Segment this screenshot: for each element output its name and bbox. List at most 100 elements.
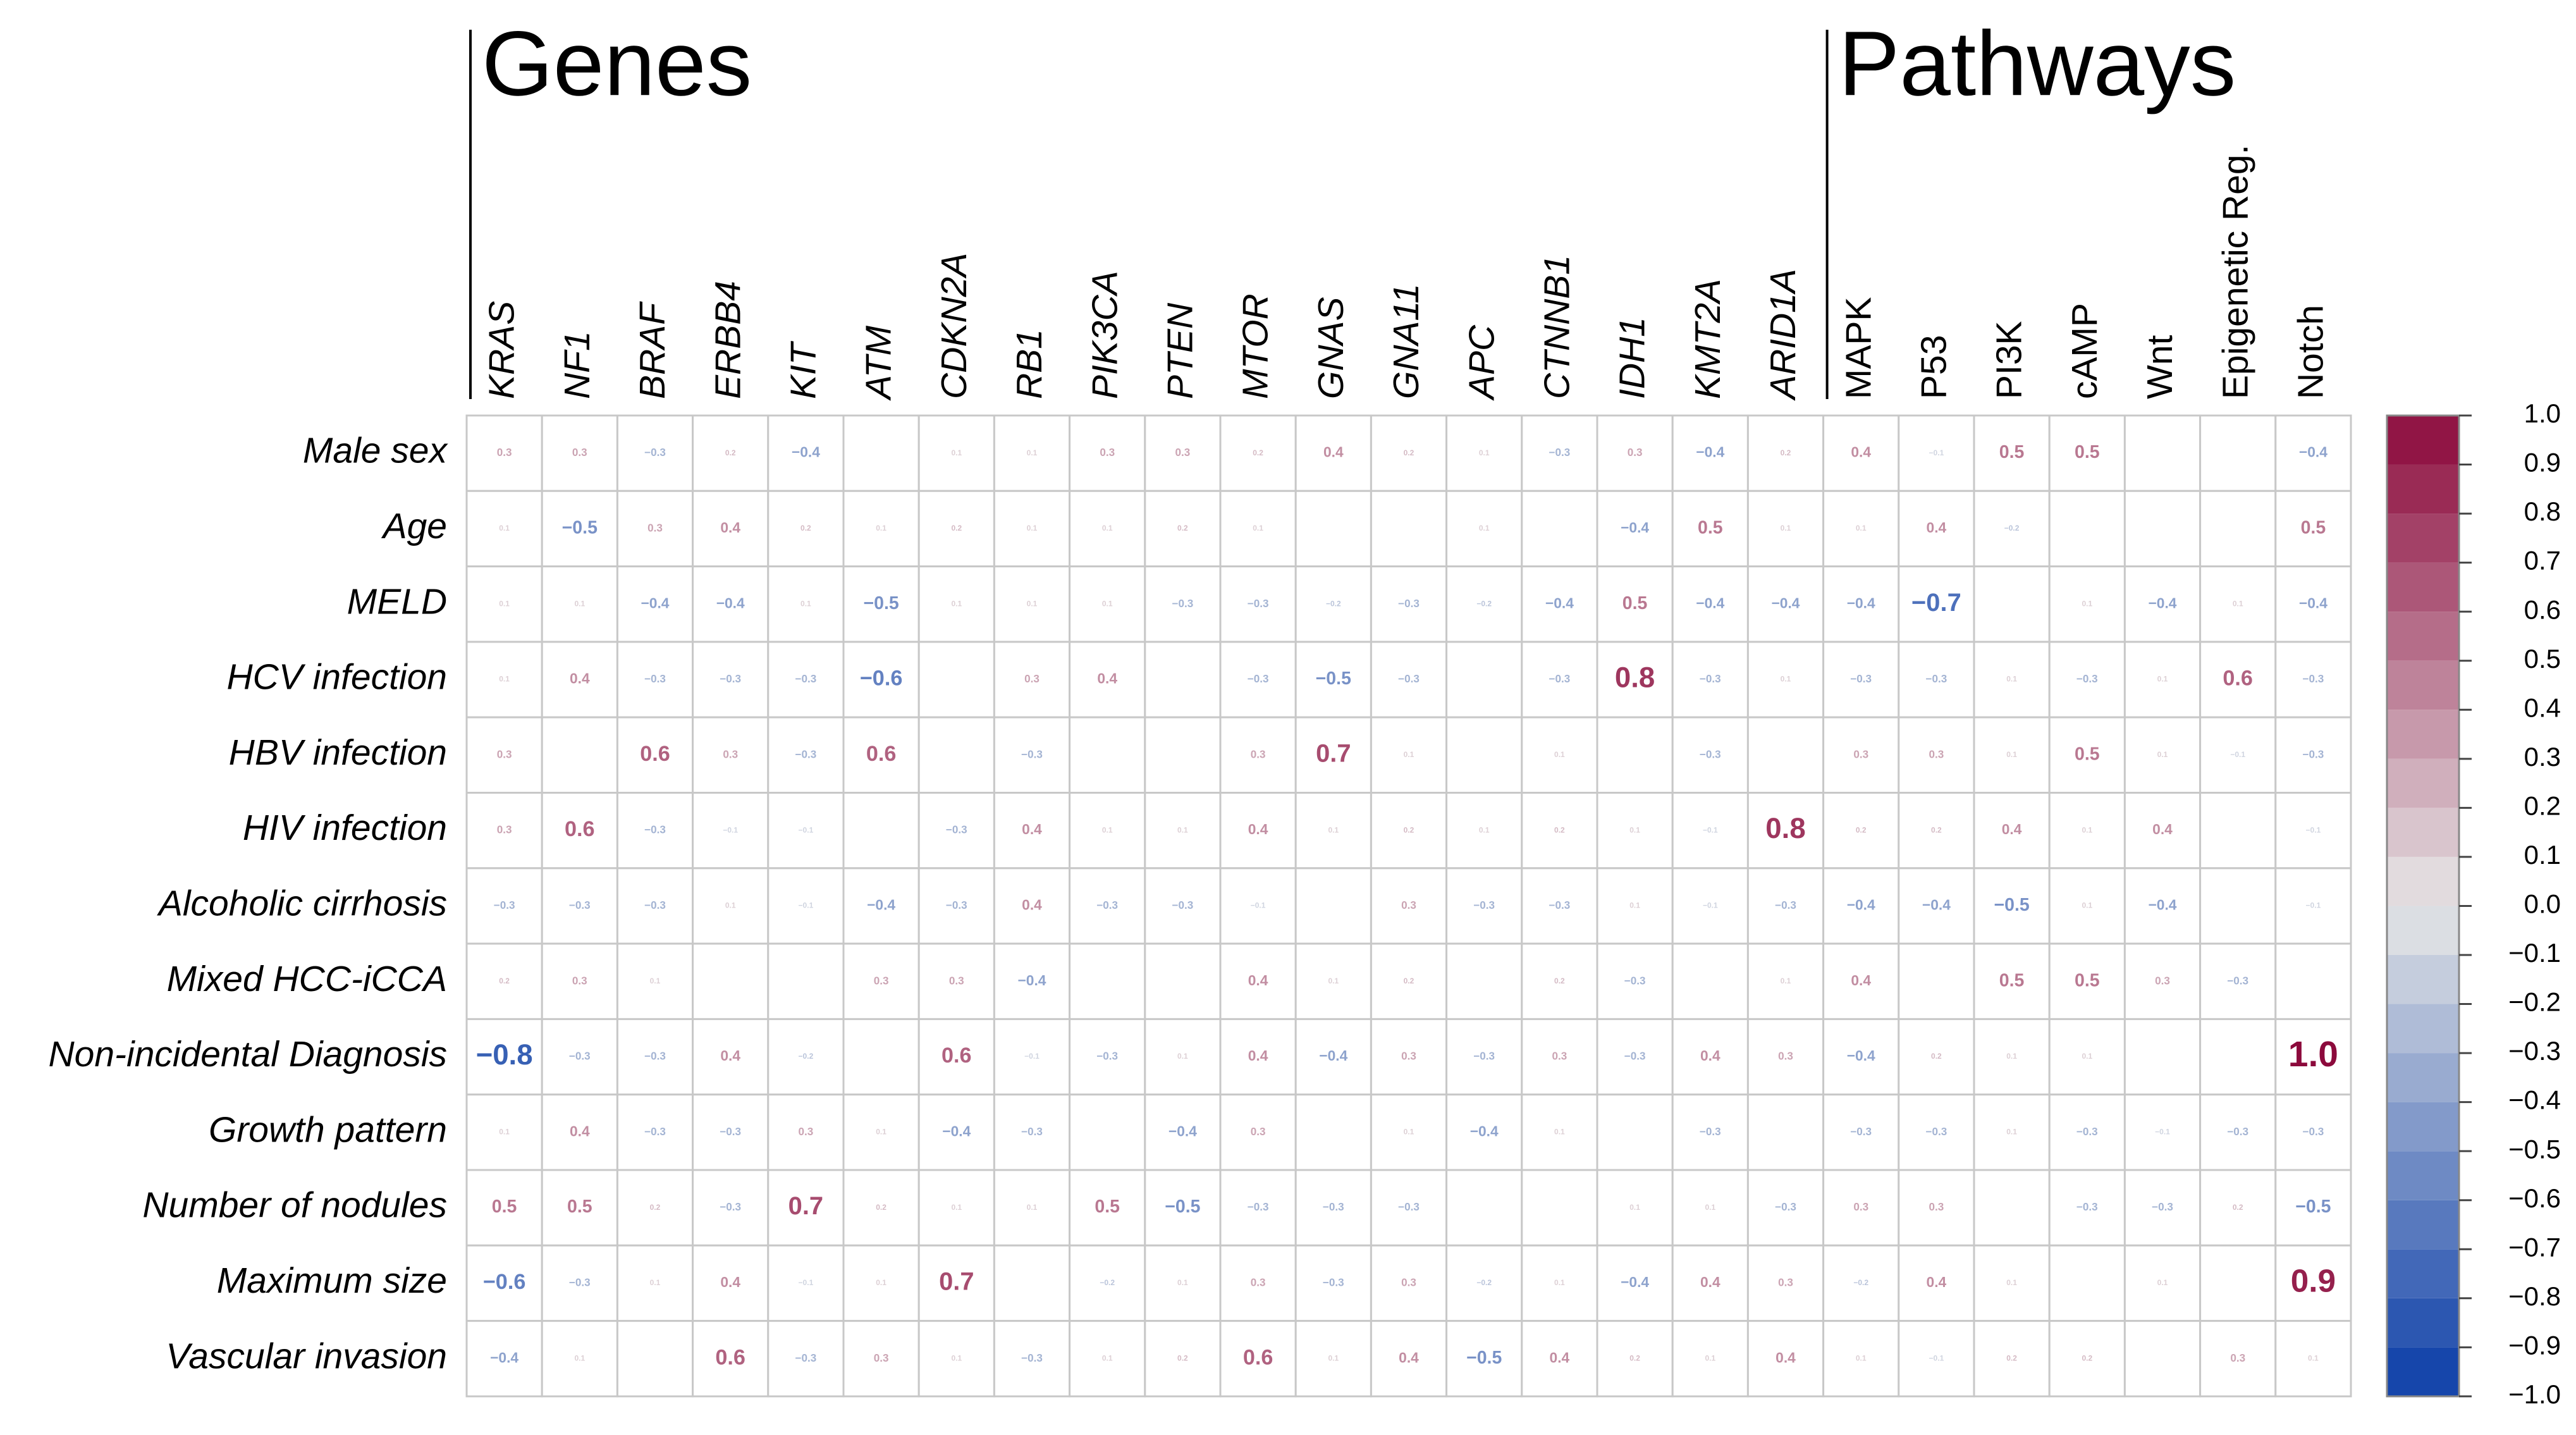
cell-value: −0.3 (1700, 748, 1721, 760)
cell-value: 0.4 (1776, 1349, 1796, 1365)
colorbar-block (2387, 1053, 2459, 1102)
cell-value: −0.1 (1929, 1353, 1944, 1362)
cell-value: −0.3 (1323, 1276, 1344, 1288)
cell (993, 1244, 1071, 1322)
cell-value: 0.1 (1102, 1353, 1113, 1362)
cell (541, 716, 618, 794)
cell-value: −0.3 (2227, 975, 2248, 987)
cell (2123, 716, 2202, 794)
cell (917, 565, 995, 643)
cell-value: 0.4 (1399, 1349, 1419, 1365)
cell-value: 0.5 (1698, 517, 1723, 538)
cell-value: −0.3 (1549, 447, 1571, 459)
cell (2123, 1018, 2202, 1096)
cell (1596, 414, 1674, 492)
colorbar-tick-label: 0.2 (2524, 791, 2561, 820)
cell (842, 641, 920, 718)
colorbar-block (2387, 416, 2459, 465)
cell (1898, 641, 1975, 718)
cell-value: −0.3 (2076, 1201, 2098, 1213)
cell (1671, 490, 1749, 568)
cell (1445, 641, 1523, 718)
cell (1294, 867, 1372, 945)
cell (1521, 942, 1598, 1020)
cell (1746, 867, 1825, 945)
cell (1069, 792, 1146, 870)
cell (842, 867, 920, 945)
cell-value: −0.3 (1096, 1050, 1118, 1062)
cell-value: −0.3 (1172, 598, 1194, 610)
cell (2274, 490, 2352, 568)
cell (1746, 1018, 1825, 1096)
cell (917, 414, 995, 492)
cell (692, 641, 770, 718)
cell-value: 0.1 (876, 1278, 886, 1287)
cell (1746, 1244, 1825, 1322)
cell (2123, 867, 2202, 945)
cell (1144, 641, 1222, 718)
cell-value: 0.1 (1177, 1052, 1188, 1061)
cell (1596, 1018, 1674, 1096)
cell-value: 0.3 (1401, 1050, 1416, 1062)
cell-value: −0.4 (792, 444, 820, 460)
cell (1746, 716, 1825, 794)
cell-value: 0.5 (1999, 442, 2025, 462)
cell-value: −0.5 (1994, 895, 2029, 915)
cell (1294, 792, 1372, 870)
cell-value: −0.3 (1850, 673, 1872, 685)
cell-value: 0.2 (1856, 825, 1867, 834)
cell (917, 1093, 995, 1171)
column-label: GNAS (1311, 297, 1351, 399)
cell (2123, 414, 2202, 492)
column-label: KIT (783, 340, 823, 399)
cell-value: 0.4 (1550, 1349, 1570, 1365)
cell (1746, 942, 1825, 1020)
cell-value: 0.5 (2301, 517, 2326, 538)
cell (2123, 792, 2202, 870)
cell-value: 0.6 (2223, 667, 2253, 691)
cell-value: 0.1 (499, 599, 510, 608)
cell-value: −0.5 (1466, 1348, 1502, 1368)
cell (1294, 1093, 1372, 1171)
cell-value: −0.3 (2076, 1126, 2098, 1138)
colorbar-block (2387, 1004, 2459, 1054)
cell (1294, 942, 1372, 1020)
cell-value: 0.2 (2006, 1353, 2017, 1362)
cell (465, 1244, 543, 1322)
cell-value: 0.2 (1554, 976, 1565, 985)
cell (767, 490, 845, 568)
cell-value: −0.5 (562, 517, 598, 538)
cell (1973, 490, 2051, 568)
cell (541, 414, 618, 492)
cell-value: −0.3 (1248, 1201, 1269, 1213)
cell (2274, 1244, 2352, 1322)
cell-value: 0.2 (876, 1203, 886, 1212)
cell-value: 0.2 (1931, 825, 1942, 834)
cell-value: −0.3 (1021, 1352, 1043, 1364)
cell-value: −0.3 (1248, 598, 1269, 610)
cell-value: 0.4 (1248, 821, 1268, 837)
colorbar-tick-label: −1.0 (2508, 1379, 2561, 1409)
cell-value: 0.2 (1931, 1052, 1942, 1061)
cell (917, 716, 995, 794)
cell (2123, 1169, 2202, 1247)
cell-value: −0.3 (644, 899, 666, 911)
cell-value: 0.1 (1705, 1203, 1715, 1212)
cell (767, 716, 845, 794)
column-label: CTNNB1 (1536, 255, 1577, 399)
cell-value: −0.4 (1470, 1123, 1499, 1139)
cell (1521, 414, 1598, 492)
cell (1973, 1093, 2051, 1171)
cell-value: 0.3 (1853, 748, 1868, 760)
cell-value: 0.2 (1177, 524, 1188, 533)
cell (1671, 1093, 1749, 1171)
cell (2274, 1320, 2352, 1398)
cell-value: −0.3 (720, 673, 741, 685)
cell (2274, 414, 2352, 492)
cell-value: 0.1 (1102, 599, 1113, 608)
cell-value: −0.1 (2230, 750, 2245, 759)
cell (1069, 490, 1146, 568)
cell-value: 0.3 (2155, 975, 2170, 987)
colorbar-tick-label: 0.5 (2524, 644, 2561, 674)
cell-value: 0.1 (1554, 750, 1565, 759)
